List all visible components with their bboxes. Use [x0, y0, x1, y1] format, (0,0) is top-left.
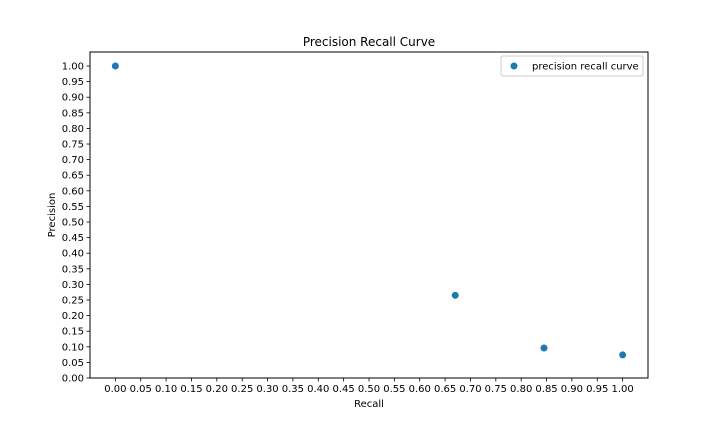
y-tick-label: 0.30	[62, 280, 84, 291]
y-tick-label: 0.90	[62, 93, 84, 104]
data-point	[111, 62, 119, 70]
data-point	[540, 344, 548, 352]
x-tick-label: 0.00	[104, 384, 126, 395]
y-tick-label: 0.60	[62, 186, 84, 197]
x-tick-label: 1.00	[612, 384, 634, 395]
legend-marker	[510, 62, 518, 70]
x-tick-label: 0.55	[383, 384, 405, 395]
y-axis-label: Precision	[47, 193, 58, 238]
y-tick-label: 0.00	[62, 374, 84, 385]
legend-label: precision recall curve	[532, 62, 639, 73]
data-points	[111, 62, 627, 359]
y-tick-label: 0.50	[62, 218, 84, 229]
x-tick-label: 0.10	[155, 384, 177, 395]
x-axis: 0.00 0.05 0.10 0.15 0.20 0.25 0.30 0.35 0.40 0.45…	[104, 378, 634, 395]
x-tick-label: 0.05	[130, 384, 152, 395]
y-tick-label: 0.70	[62, 155, 84, 166]
y-axis: 0.00 0.05 0.10 0.15 0.20 0.25 0.30 0.35 0.40 0.45…	[62, 62, 90, 385]
y-tick-label: 0.40	[62, 249, 84, 260]
y-tick-label: 0.45	[62, 233, 84, 244]
y-tick-label: 0.75	[62, 140, 84, 151]
x-tick-label: 0.75	[485, 384, 507, 395]
y-tick-label: 0.80	[62, 124, 84, 135]
data-point	[451, 291, 459, 299]
legend: precision recall curve	[500, 55, 644, 77]
x-tick-label: 0.60	[409, 384, 431, 395]
y-tick-label: 1.00	[62, 62, 84, 73]
y-tick-label: 0.05	[62, 358, 84, 369]
x-tick-label: 0.25	[231, 384, 253, 395]
x-tick-label: 0.65	[434, 384, 456, 395]
y-tick-label: 0.10	[62, 342, 84, 353]
x-tick-label: 0.20	[206, 384, 228, 395]
x-tick-label: 0.50	[358, 384, 380, 395]
y-tick-label: 0.95	[62, 77, 84, 88]
x-tick-label: 0.85	[535, 384, 557, 395]
x-tick-label: 0.90	[561, 384, 583, 395]
y-tick-label: 0.55	[62, 202, 84, 213]
y-tick-label: 0.15	[62, 327, 84, 338]
y-tick-label: 0.20	[62, 311, 84, 322]
y-tick-label: 0.25	[62, 296, 84, 307]
x-tick-label: 0.80	[510, 384, 532, 395]
x-axis-label: Recall	[354, 399, 384, 410]
y-tick-label: 0.85	[62, 108, 84, 119]
x-tick-label: 0.70	[459, 384, 481, 395]
x-tick-label: 0.40	[307, 384, 329, 395]
legend-box	[500, 55, 644, 77]
chart-title: Precision Recall Curve	[303, 35, 435, 49]
x-tick-label: 0.30	[256, 384, 278, 395]
y-tick-label: 0.35	[62, 264, 84, 275]
x-tick-label: 0.15	[180, 384, 202, 395]
data-point	[619, 351, 627, 359]
y-tick-label: 0.65	[62, 171, 84, 182]
x-tick-label: 0.95	[586, 384, 608, 395]
x-tick-label: 0.35	[282, 384, 304, 395]
x-tick-label: 0.45	[333, 384, 355, 395]
